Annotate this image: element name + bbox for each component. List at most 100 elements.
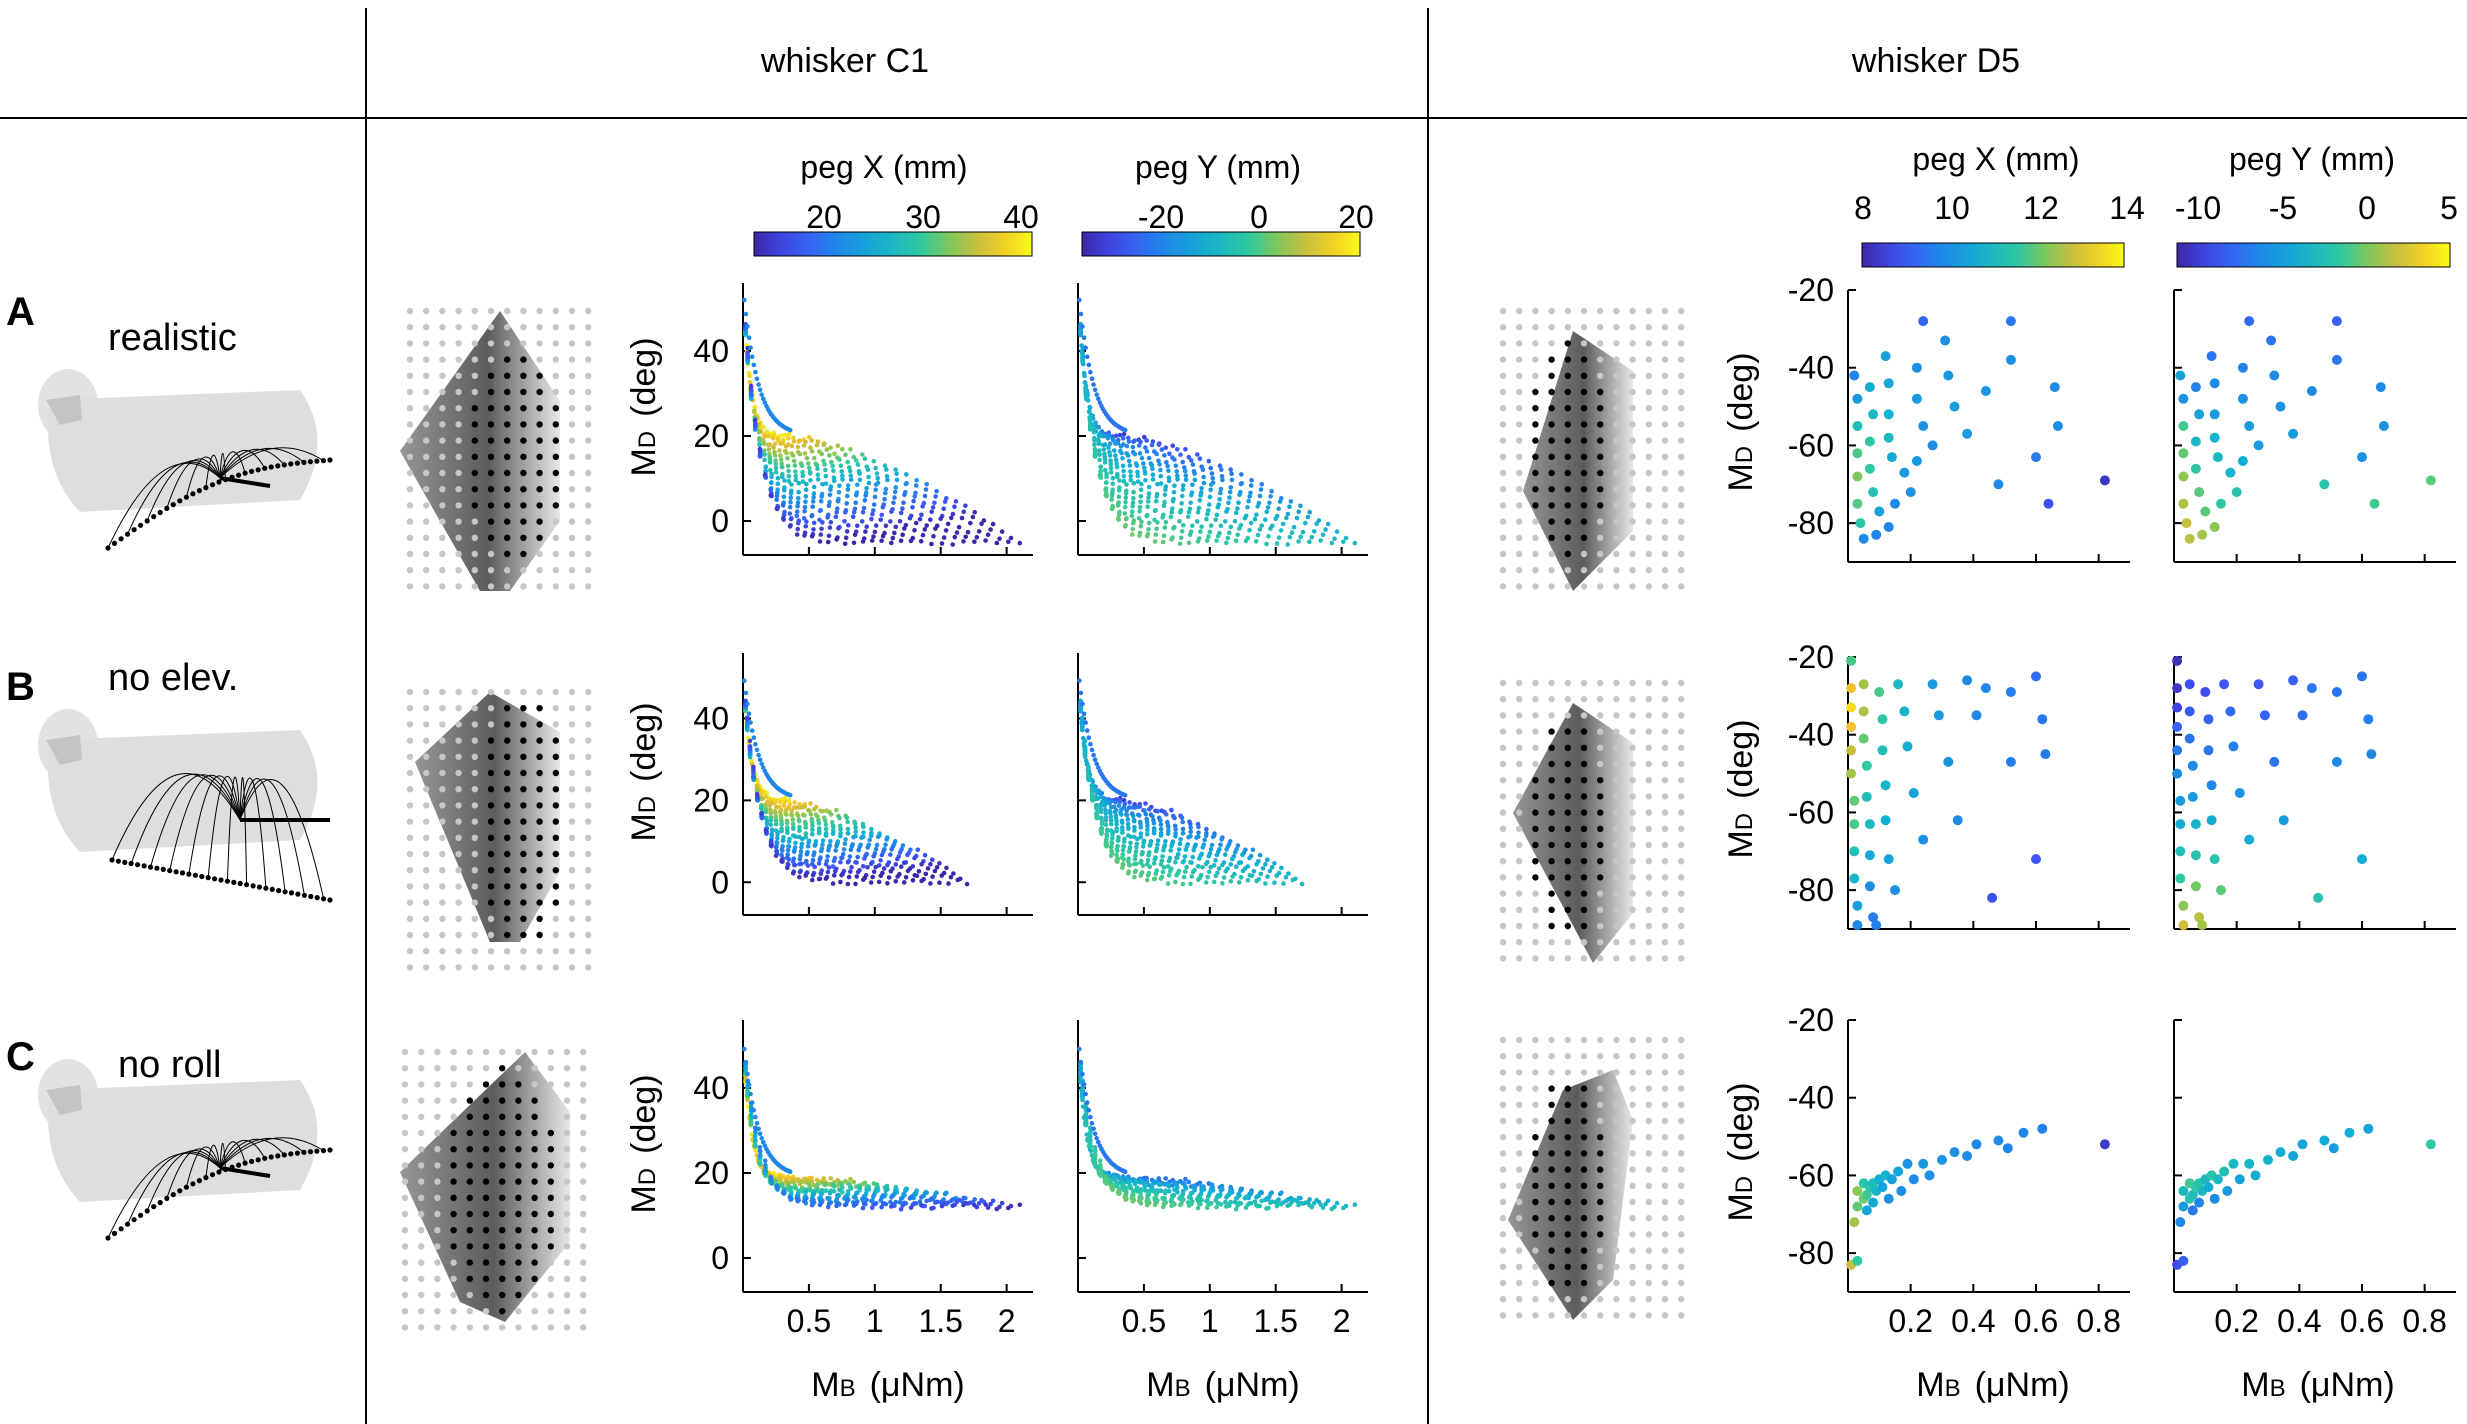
c1-point: [1183, 847, 1189, 852]
rat-peg: [154, 865, 160, 871]
c1-point: [796, 495, 801, 501]
c1-point: [882, 496, 887, 502]
c1-point: [1092, 437, 1097, 443]
peg-grid-dot: [1613, 372, 1620, 379]
row-label-realistic: realistic: [108, 317, 237, 359]
c1-point: [955, 877, 961, 883]
peg-grid-dot: [547, 1113, 554, 1121]
peg-contacted: [1564, 1263, 1572, 1271]
peg-grid-dot: [1613, 550, 1620, 558]
c1-point: [1161, 848, 1166, 853]
peg-contacted: [487, 453, 495, 460]
c1-point: [825, 539, 831, 545]
c1-point: [781, 803, 787, 808]
c1-point: [1105, 436, 1111, 441]
peg-contacted: [471, 502, 478, 509]
c1-point: [1238, 481, 1244, 487]
peg-contacted: [1532, 388, 1539, 396]
c1-point: [823, 467, 828, 473]
peg-grid-dot: [1629, 1215, 1636, 1222]
peg-contacted: [552, 469, 559, 477]
peg-grid-dot: [563, 1324, 571, 1331]
peg-contacted: [1532, 1150, 1539, 1157]
peg-contacted: [1564, 340, 1572, 347]
c1-point: [794, 1196, 800, 1202]
c1-point: [1130, 500, 1136, 506]
c1-point: [1183, 1186, 1189, 1191]
c1-point: [1144, 820, 1150, 825]
rat-whisker-trace: [130, 773, 241, 864]
rat-peg: [275, 463, 281, 469]
peg-grid-dot: [536, 356, 543, 363]
peg-grid-dot: [423, 567, 430, 574]
c1-point: [845, 859, 851, 865]
c1-point: [796, 489, 801, 495]
c1-point: [1188, 500, 1193, 506]
peg-grid-dot: [1499, 550, 1507, 558]
peg-grid-dot: [455, 802, 462, 809]
peg-grid-dot: [1613, 712, 1620, 719]
c1-point: [1223, 852, 1228, 857]
c1-point: [1199, 486, 1204, 491]
peg-grid-dot: [585, 850, 592, 858]
c1-point: [1175, 1190, 1180, 1195]
c1-point: [1229, 477, 1235, 483]
c1-point: [1098, 464, 1103, 470]
peg-contacted: [1564, 356, 1572, 363]
peg-grid-dot: [418, 1081, 425, 1088]
colorbar-tick-c1y-m20: -20: [1138, 199, 1184, 235]
c1-point: [1153, 1192, 1159, 1197]
c1-point: [851, 540, 857, 546]
peg-grid-dot: [1597, 922, 1604, 930]
c1-point: [1128, 1185, 1134, 1191]
peg-grid-dot: [1613, 874, 1620, 881]
colorbar-gradient-1: [1081, 231, 1361, 257]
peg-grid-dot: [1645, 567, 1653, 574]
rat-peg: [288, 461, 294, 467]
peg-grid-dot: [1613, 356, 1620, 363]
c1-point: [1131, 495, 1136, 501]
peg-contacted: [499, 1113, 506, 1121]
peg-contacted: [487, 372, 495, 379]
c1-point: [1109, 804, 1114, 810]
c1-point: [764, 821, 770, 827]
c1-point: [800, 473, 806, 479]
peg-contacted: [466, 1178, 473, 1185]
peg-grid-dot: [1613, 1069, 1620, 1076]
c1-point: [1080, 324, 1085, 329]
c1-point: [1150, 472, 1156, 478]
y-tick-label: 40: [693, 701, 729, 737]
c1-point: [1258, 871, 1264, 877]
peg-grid-dot: [552, 688, 559, 696]
c1-point: [1257, 493, 1263, 499]
c1-point: [1097, 457, 1102, 463]
c1-point: [1091, 382, 1096, 387]
c1-point: [823, 1188, 829, 1194]
peg-grid-dot: [568, 834, 576, 841]
c1-point: [1129, 805, 1135, 810]
c1-point: [892, 489, 898, 495]
c1-point: [795, 813, 801, 819]
c1-point: [842, 1202, 848, 1208]
peg-grid-dot: [455, 769, 462, 777]
peg-grid-dot: [1532, 550, 1539, 558]
peg-grid-dot: [455, 340, 462, 347]
peg-grid-dot: [1564, 1036, 1572, 1044]
peg-grid-dot: [423, 786, 430, 793]
peg-grid-dot: [487, 915, 495, 922]
c1-point: [924, 482, 929, 487]
c1-point: [1080, 354, 1085, 359]
peg-grid-dot: [406, 721, 414, 728]
c1-point: [774, 804, 779, 810]
y-tick-label: 0: [711, 864, 729, 900]
c1-point: [862, 856, 867, 861]
peg-contacted: [552, 850, 559, 858]
c1-point: [792, 800, 797, 805]
peg-grid-dot: [1564, 955, 1572, 962]
peg-grid-dot: [1516, 1101, 1523, 1109]
peg-grid-dot: [439, 550, 446, 558]
c1-point: [1263, 861, 1268, 867]
peg-grid-dot: [1516, 1085, 1523, 1092]
peg-grid-dot: [455, 550, 462, 558]
peg-contacted: [1564, 1101, 1572, 1109]
